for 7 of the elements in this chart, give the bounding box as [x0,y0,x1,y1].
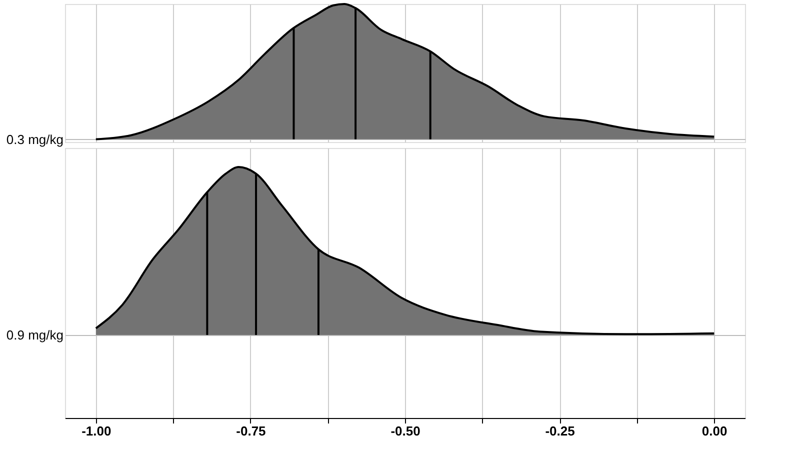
y-axis-title: 0.3 mg/kg [6,132,64,147]
x-tick-label: -0.75 [236,424,266,438]
y-axis-title: 0.9 mg/kg [6,328,64,342]
x-tick-label: 0.00 [702,424,728,438]
x-tick-label: -1.00 [82,424,112,438]
x-tick-label: -0.25 [545,424,575,438]
x-tick-label: -0.50 [390,424,420,438]
